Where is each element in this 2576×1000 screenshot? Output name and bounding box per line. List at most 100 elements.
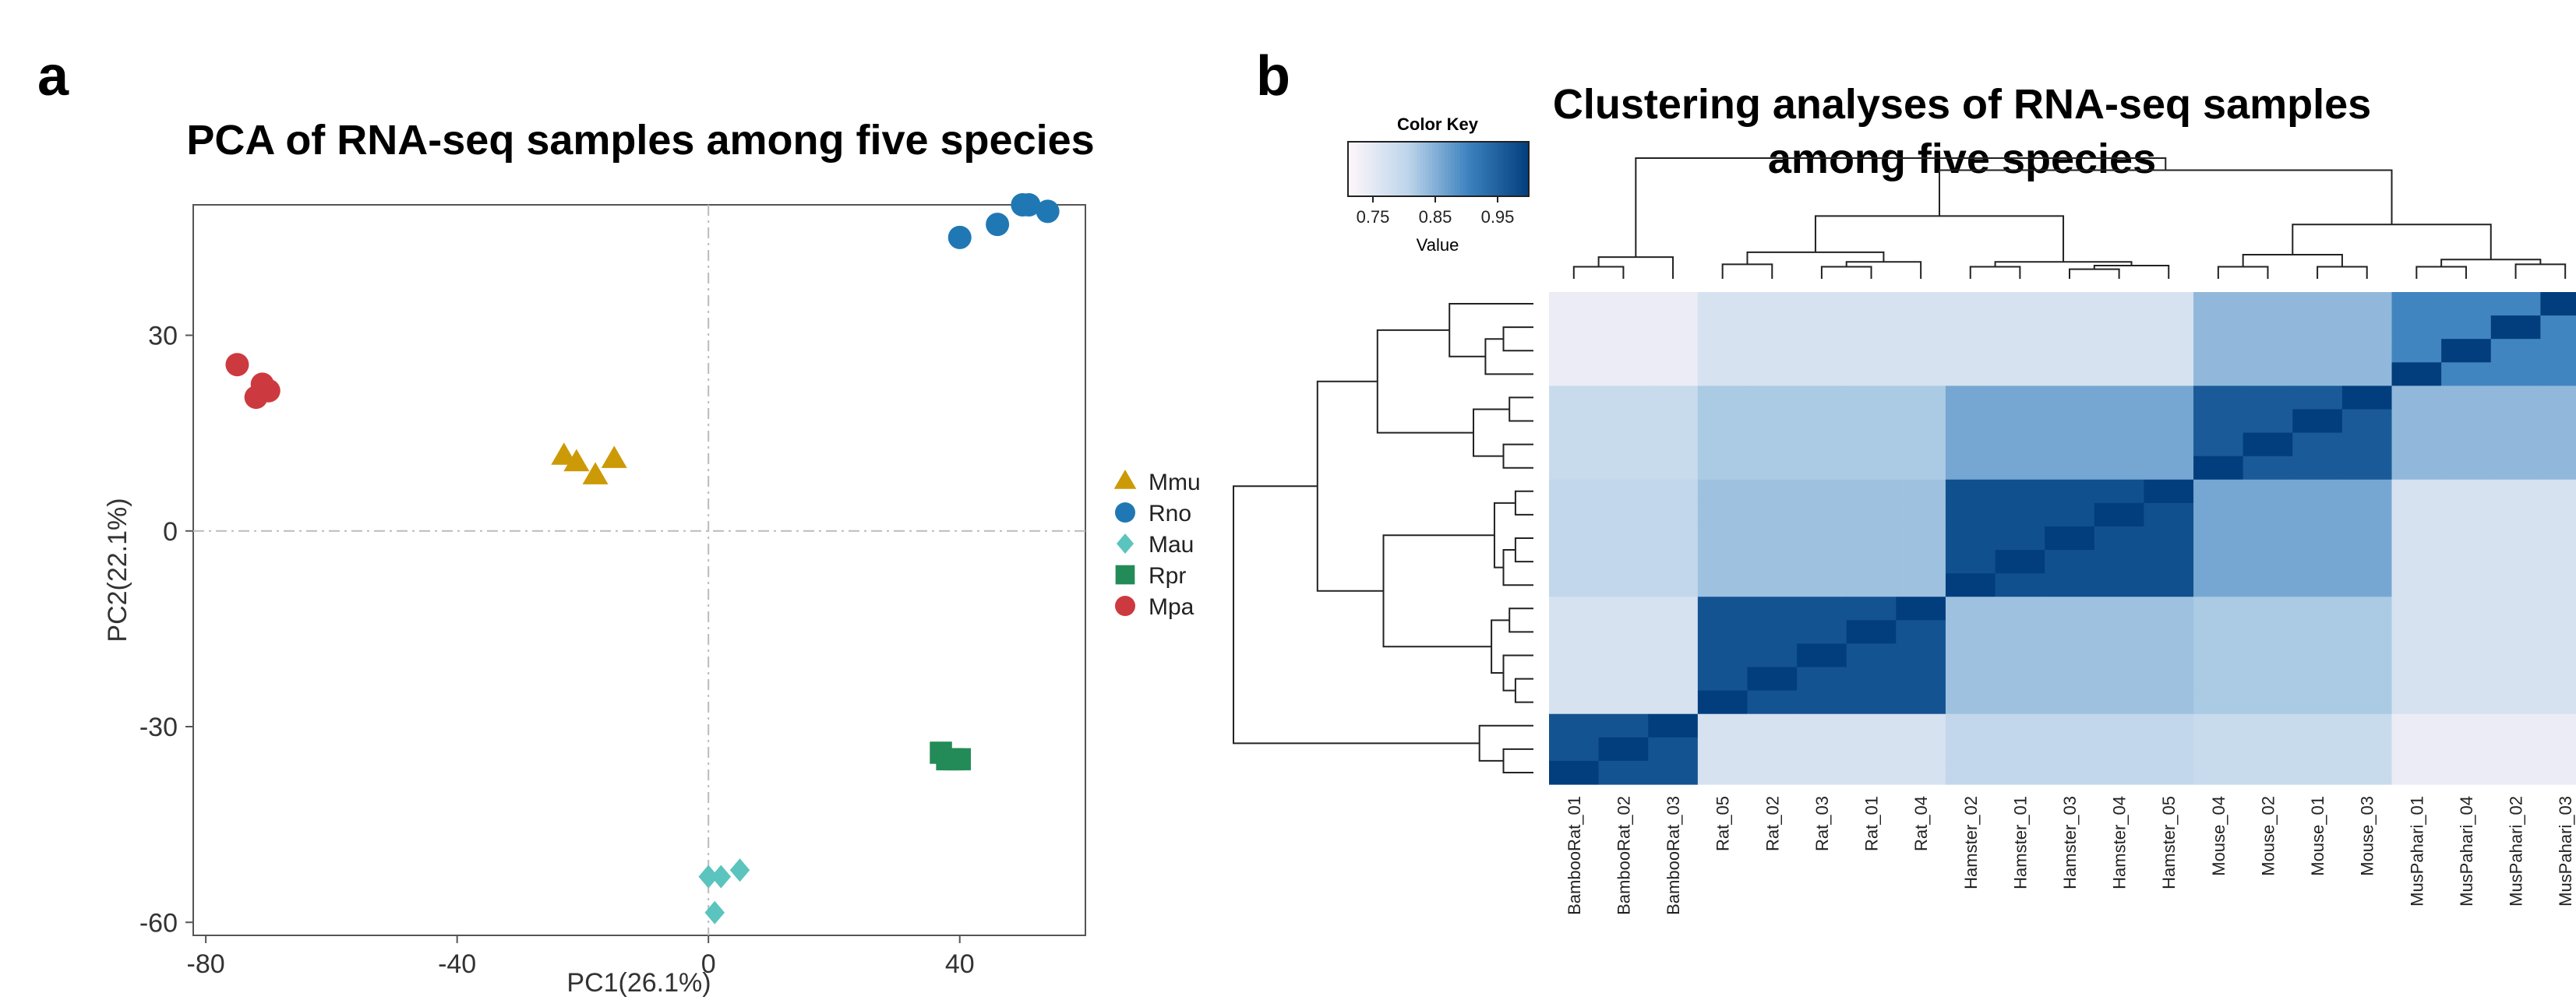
pca-y-tick-label: -60 [139,908,178,938]
heatmap-cell [2045,456,2095,481]
color-key-swatch [1479,142,1483,196]
heatmap-cell [2391,315,2442,340]
heatmap-cell [1846,456,1897,481]
color-key-swatch [1382,142,1386,196]
heatmap-cell [2193,713,2244,738]
heatmap-cell [1846,432,1897,457]
color-key-swatch [1398,142,1402,196]
pca-points [225,193,1060,924]
heatmap-cell [1896,502,1946,527]
heatmap-cell [2292,620,2343,645]
heatmap-cell [2045,690,2095,715]
color-key-ticks: 0.75 0.85 0.95 [1357,196,1515,227]
heatmap-cell [1598,550,1649,574]
heatmap-cell [2094,760,2145,785]
color-key-swatch [1404,142,1408,196]
color-key-tick-label: 0.95 [1481,207,1515,227]
heatmap-cell [1598,386,1649,410]
heatmap-cell [1797,597,1847,621]
heatmap-cell [1697,573,1749,597]
heatmap-cell [2441,479,2492,504]
heatmap-cell [1648,502,1699,527]
heatmap-cell [2243,479,2293,504]
heatmap-cell [1648,760,1699,785]
heatmap-cell [1995,573,2045,597]
column-dendrogram-link [2514,263,2567,279]
heatmap-cell [2341,502,2393,527]
color-key-swatch [1432,142,1436,196]
color-key-swatch [1407,142,1411,196]
heatmap-cell [1697,479,1749,504]
heatmap-cell [1995,362,2045,386]
pca-point-mau [711,864,732,889]
heatmap-cell [2045,667,2095,692]
panel-b-label: b [1256,45,1290,107]
heatmap-cell [2045,292,2095,316]
column-label: Rat_04 [1911,796,1931,851]
heatmap-cell [1846,643,1897,668]
heatmap-cell [2144,409,2194,434]
heatmap-cell [2144,339,2194,363]
heatmap-cell [2094,737,2145,762]
heatmap-cell [2341,620,2393,645]
heatmap-cell [2391,737,2442,762]
heatmap-cell [1697,386,1749,410]
pca-point-mpa [225,353,249,377]
color-key-swatch [1513,142,1517,196]
heatmap-cell [2490,409,2541,434]
legend-symbol-mmu [1113,470,1137,489]
column-label: Hamster_04 [2110,796,2130,889]
pca-point-rpr [948,748,971,771]
heatmap-cell [2144,362,2194,386]
heatmap-cell [1945,479,1996,504]
heatmap-cell [1747,362,1798,386]
legend-symbol-rpr [1115,565,1135,585]
color-key-swatch [1367,142,1371,196]
heatmap-cell [2490,362,2541,386]
heatmap-cell [1648,597,1699,621]
pca-point-rno [986,213,1010,237]
heatmap-cell [2490,573,2541,597]
column-dendrogram-link [2069,268,2120,279]
heatmap-cell [1697,620,1749,645]
pca-point-mau [704,900,725,924]
pca-point-mmu [601,445,627,468]
legend-label-mpa: Mpa [1149,594,1194,620]
heatmap-cell [2540,620,2576,645]
heatmap-cell [2144,573,2194,597]
heatmap-cell [2292,737,2343,762]
heatmap-cell [1648,315,1699,340]
heatmap-cell [2094,713,2145,738]
color-key-swatch [1373,142,1377,196]
heatmap-cell [2540,362,2576,386]
heatmap-cell [1797,432,1847,457]
heatmap-cell [1747,292,1798,316]
heatmap-cell [1945,573,1996,597]
heatmap-cell [1697,737,1749,762]
heatmap-cell [2144,597,2194,621]
heatmap-cell [1945,362,1996,386]
heatmap-cell [1549,760,1600,785]
heatmap-cell [1995,502,2045,527]
heatmap-cell [2193,479,2244,504]
heatmap-cell [1896,409,1946,434]
column-dendrogram-link [1721,263,1773,279]
heatmap-cell [1697,339,1749,363]
heatmap-cell [2094,597,2145,621]
heatmap-cell [1598,456,1649,481]
pca-chart: PCA of RNA-seq samples among five specie… [103,117,1201,998]
heatmap-cell [1549,315,1600,340]
heatmap-cell [2441,502,2492,527]
heatmap-cell [2193,643,2244,668]
heatmap-cell [1995,432,2045,457]
heatmap-cell [1995,760,2045,785]
heatmap-cell [2391,409,2442,434]
heatmap-cell [1598,597,1649,621]
color-key-swatch [1519,142,1523,196]
color-key-bar [1348,142,1530,196]
heatmap-cell [2341,292,2393,316]
heatmap-cell [2391,643,2442,668]
heatmap-cell [1797,456,1847,481]
heatmap-cell [1945,597,1996,621]
